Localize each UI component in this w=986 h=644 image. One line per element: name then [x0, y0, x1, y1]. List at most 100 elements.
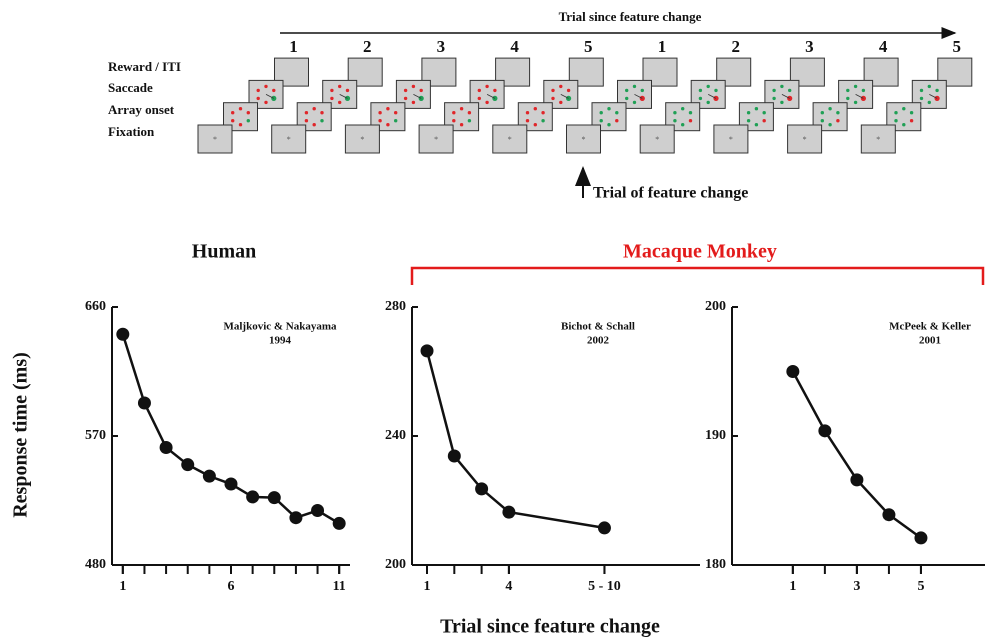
array-item — [909, 111, 914, 115]
fixation-point: * — [287, 135, 291, 144]
array-item — [820, 111, 825, 115]
data-point — [850, 473, 864, 487]
array-item — [780, 84, 784, 89]
data-point — [159, 440, 173, 454]
trial-number: 1 — [658, 37, 667, 56]
array-item — [566, 88, 571, 93]
chart-title: Human — [192, 241, 256, 263]
array-item — [551, 96, 555, 101]
array-item — [919, 96, 924, 101]
array-item — [320, 119, 324, 123]
saccade-vector — [634, 94, 643, 99]
array-item — [780, 100, 784, 105]
array-item — [640, 88, 644, 93]
array-item — [762, 119, 766, 123]
array-item — [607, 107, 611, 111]
array-item — [403, 88, 408, 93]
y-tick-label: 280 — [385, 299, 406, 314]
array-item — [393, 119, 398, 123]
saccade-vector — [855, 94, 864, 99]
data-point — [116, 327, 130, 341]
array-item — [927, 100, 931, 105]
source-annotation: McPeek & Keller — [889, 321, 971, 333]
y-tick-label: 480 — [85, 557, 106, 572]
array-item — [632, 84, 637, 89]
array-item — [246, 119, 250, 123]
diagram-title: Trial since feature change — [559, 9, 702, 24]
fixation-point: * — [213, 135, 217, 144]
array-item — [246, 111, 250, 115]
array-item — [754, 107, 759, 111]
series-line — [121, 333, 340, 525]
array-item — [238, 107, 243, 111]
stimulus-screen — [271, 124, 307, 154]
data-point — [502, 505, 516, 519]
array-item — [304, 111, 309, 115]
array-item — [541, 119, 545, 123]
array-item — [698, 88, 703, 93]
array-item — [467, 119, 472, 123]
array-item — [754, 123, 759, 127]
array-item — [304, 119, 309, 123]
x-axis-label: Trial since feature change — [440, 616, 660, 638]
trial-number: 1 — [289, 37, 298, 56]
trial-number: 3 — [805, 37, 814, 56]
array-item — [338, 84, 342, 89]
stimulus-screen — [713, 124, 749, 154]
data-point — [224, 477, 238, 491]
data-point — [246, 490, 260, 504]
saccade-vector — [929, 94, 938, 99]
array-item — [525, 111, 530, 115]
array-item — [828, 107, 832, 111]
x-tick-label: 3 — [853, 579, 860, 594]
stimulus-screen — [787, 124, 823, 154]
trial-number: 2 — [731, 37, 740, 56]
array-item — [698, 96, 703, 101]
array-item — [386, 107, 390, 111]
array-item — [272, 88, 276, 93]
data-point — [882, 508, 896, 522]
array-item — [477, 88, 482, 93]
saccade-vector — [708, 94, 717, 99]
array-item — [541, 111, 545, 115]
array-item — [902, 107, 906, 111]
data-point — [181, 458, 195, 472]
data-point — [420, 344, 434, 358]
data-point — [475, 482, 489, 496]
array-item — [935, 88, 939, 93]
data-point — [311, 504, 325, 518]
trial-number: 3 — [437, 37, 446, 56]
array-item — [673, 119, 677, 123]
array-item — [607, 123, 611, 127]
array-item — [706, 100, 710, 105]
y-tick-label: 180 — [705, 557, 726, 572]
x-tick-label: 1 — [789, 579, 796, 594]
array-item — [559, 100, 563, 105]
array-item — [525, 119, 530, 123]
array-item — [533, 107, 537, 111]
array-item — [919, 88, 924, 93]
trial-number: 2 — [363, 37, 372, 56]
array-item — [378, 111, 382, 115]
data-point — [597, 521, 611, 535]
data-point — [818, 424, 832, 438]
array-item — [836, 119, 840, 123]
array-item — [493, 88, 497, 93]
stage-label: Reward / ITI — [108, 59, 181, 74]
data-point — [332, 516, 346, 530]
stimulus-screen — [639, 124, 675, 154]
stimulus-screen — [344, 124, 380, 154]
array-item — [264, 100, 268, 105]
array-item — [688, 111, 693, 115]
array-item — [681, 107, 685, 111]
x-tick-label: 11 — [333, 579, 346, 594]
source-annotation: Bichot & Schall — [561, 321, 635, 333]
array-item — [762, 111, 766, 115]
stage-label: Saccade — [108, 80, 153, 95]
stimulus-screen — [860, 124, 896, 154]
stimulus-screen — [492, 124, 528, 154]
array-item — [625, 88, 629, 93]
array-item — [902, 123, 906, 127]
x-tick-label: 5 — [917, 579, 924, 594]
array-item — [772, 88, 776, 93]
